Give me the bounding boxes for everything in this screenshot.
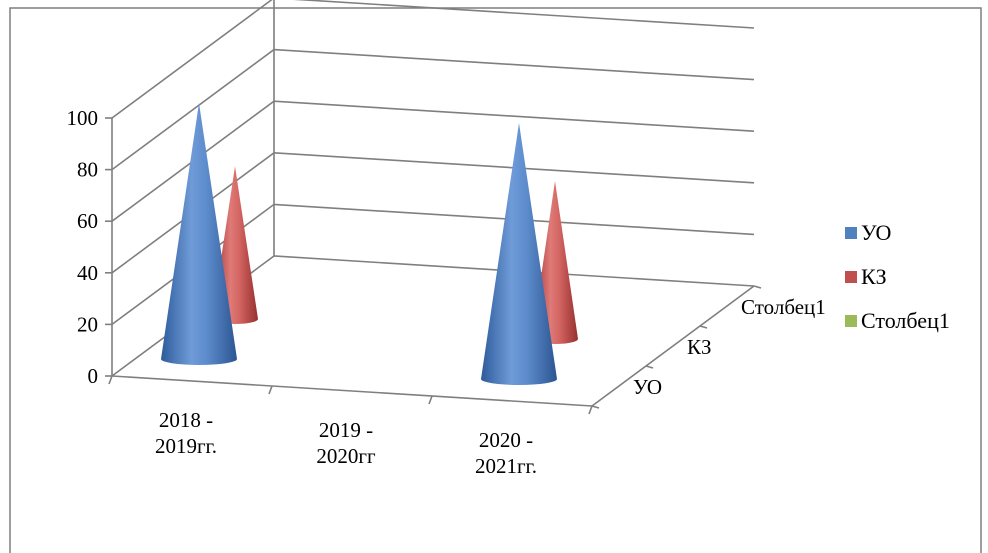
- depth-tick-label: УО: [633, 375, 662, 399]
- cone-body: [481, 123, 557, 385]
- x-tick-label: 2020 -2021гг.: [475, 428, 537, 478]
- depth-tick-mark: [753, 285, 762, 289]
- x-tick-mark: [268, 385, 273, 395]
- x-tick-mark: [428, 395, 433, 405]
- cone-body: [161, 103, 237, 365]
- depth-tick-mark: [699, 325, 708, 329]
- legend-label: УО: [861, 220, 891, 245]
- y-tick-label: 60: [77, 209, 98, 233]
- gridline: [111, 0, 755, 119]
- y-tick-label: 80: [77, 158, 98, 182]
- legend-swatch: [845, 271, 857, 283]
- x-tick-label: 2018 -2019гг.: [155, 408, 217, 458]
- y-tick-label: 100: [67, 106, 99, 130]
- legend-item: УО: [845, 220, 891, 245]
- x-tick-mark: [588, 405, 593, 415]
- chart-frame: [9, 7, 982, 553]
- x-tick-label: 2019 -2020гг: [316, 418, 376, 468]
- legend-item: КЗ: [845, 264, 887, 289]
- depth-tick-mark: [645, 365, 654, 369]
- depth-tick-label: КЗ: [687, 335, 712, 359]
- depth-axis-line: [591, 285, 755, 407]
- y-tick-label: 40: [77, 261, 98, 285]
- x-axis-ticks: 2018 -2019гг. 2019 -2020гг 2020 -2021гг.: [108, 375, 593, 478]
- cone: [481, 123, 557, 385]
- legend: УО КЗ Столбец1: [845, 220, 950, 333]
- y-tick-label: 0: [88, 364, 99, 388]
- depth-tick-label: Столбец1: [741, 295, 826, 319]
- x-axis-line: [111, 375, 593, 407]
- legend-item: Столбец1: [845, 308, 950, 333]
- cone: [161, 103, 237, 365]
- depth-tick-mark: [591, 405, 600, 409]
- legend-swatch: [845, 315, 857, 327]
- gridline: [111, 48, 755, 171]
- depth-axis-ticks: УО КЗ Столбец1: [591, 285, 826, 409]
- axes: [111, 0, 755, 407]
- legend-label: Столбец1: [861, 308, 950, 333]
- legend-swatch: [845, 227, 857, 239]
- legend-label: КЗ: [861, 264, 887, 289]
- y-axis-ticks: 0 20 40 60 80 100: [67, 106, 112, 388]
- x-tick-mark: [108, 375, 113, 385]
- cones: [161, 103, 578, 385]
- y-tick-label: 20: [77, 312, 98, 336]
